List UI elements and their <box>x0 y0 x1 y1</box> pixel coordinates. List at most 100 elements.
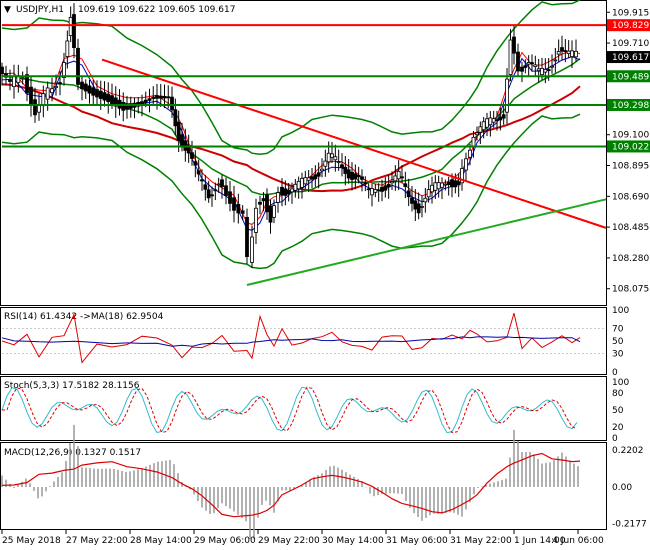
candle-body <box>296 180 301 190</box>
candle-body <box>380 186 384 192</box>
candle-body <box>33 99 37 116</box>
rsi-tick-label: 50 <box>612 337 624 347</box>
candle-body <box>530 62 534 64</box>
rsi-panel-frame <box>0 307 607 375</box>
macd-panel-frame <box>0 442 607 530</box>
y-tick-label: 108.485 <box>612 223 649 233</box>
stoch-panel-frame <box>0 376 607 441</box>
candle-body <box>353 173 358 180</box>
candle-body <box>540 68 544 76</box>
candle-body <box>556 51 561 55</box>
trendline-down <box>101 58 607 229</box>
envelope-upper <box>1 0 581 156</box>
candle-body <box>29 86 33 106</box>
candle-body <box>330 153 334 158</box>
candle-body <box>155 95 159 99</box>
candle-body <box>203 184 208 190</box>
candle-body <box>343 166 348 174</box>
level-tag <box>607 70 650 83</box>
current-price-label: 109.617 <box>612 53 649 63</box>
candle-body <box>460 168 464 184</box>
candle-body <box>236 203 241 214</box>
candle-body <box>516 51 520 72</box>
candle-body <box>468 149 472 158</box>
candle-body <box>76 47 80 85</box>
candle-body <box>62 62 66 79</box>
candle-body <box>520 66 524 72</box>
candle-body <box>560 47 564 52</box>
level-tag-label: 109.489 <box>612 72 649 82</box>
x-tick-label: 4 Jun 06:00 <box>552 536 604 546</box>
candle-body <box>446 181 451 186</box>
candle-body <box>313 174 318 180</box>
time-axis: 25 May 2018 27 May 22:00 28 May 14:00 29 Ma… <box>1 530 604 546</box>
rsi-tick-label: 70 <box>612 325 624 335</box>
candle-body <box>566 50 571 54</box>
stoch-tick-label: 100 <box>612 378 629 388</box>
stoch-signal-line <box>2 386 578 434</box>
stoch-main-line <box>1 386 578 434</box>
candle-body <box>272 205 276 218</box>
candle-body <box>140 101 144 105</box>
stoch-tick-label: 50 <box>612 406 624 416</box>
candle-body <box>250 236 254 263</box>
rsi-plot: 100 70 50 30 0 <box>1 306 629 378</box>
x-tick-label: 25 May 2018 <box>2 536 61 546</box>
candle-body <box>393 175 398 182</box>
candle-body <box>570 50 574 57</box>
rsi-tick-label: 0 <box>612 368 618 378</box>
candle-body <box>176 121 181 141</box>
candle-body <box>333 156 338 161</box>
candle-body <box>316 172 321 177</box>
candle-body <box>240 210 245 214</box>
candle-body <box>512 36 516 54</box>
candle-body <box>360 176 364 180</box>
candle-body <box>95 89 99 98</box>
rsi-tick-label: 30 <box>612 349 624 359</box>
candle-body <box>505 78 509 113</box>
candle-body <box>553 59 558 62</box>
candle-body <box>471 136 476 147</box>
ma-fast-blue-line <box>1 56 581 231</box>
candle-body <box>206 189 211 199</box>
candle-body <box>245 216 249 257</box>
candle-body <box>83 83 88 92</box>
candle-body <box>523 65 528 68</box>
candle-body <box>25 74 29 94</box>
candle-body <box>121 102 126 111</box>
candle-body <box>300 178 304 188</box>
candle-body <box>495 119 499 122</box>
candle-body <box>443 183 448 186</box>
candle-body <box>464 158 468 171</box>
candle-body <box>58 82 62 85</box>
candle-body <box>350 171 354 180</box>
candle-body <box>261 198 266 202</box>
candle-body <box>147 98 152 101</box>
candle-body <box>45 87 50 100</box>
candle-body <box>346 169 351 179</box>
macd-tick-label: -0.2177 <box>612 520 647 530</box>
candle-body <box>574 50 578 58</box>
candle-body <box>363 182 368 185</box>
candle-body <box>200 179 204 182</box>
candle-body <box>413 200 418 210</box>
candle-body <box>356 174 361 178</box>
macd-tick-label: 0.2202 <box>612 446 644 456</box>
candle-body <box>196 170 201 175</box>
candle-body <box>508 39 513 76</box>
candle-body <box>0 66 4 75</box>
candle-body <box>173 109 178 127</box>
candle-body <box>293 183 298 191</box>
x-tick-label: 29 May 22:00 <box>258 536 320 546</box>
candle-body <box>110 95 114 105</box>
candle-body <box>41 93 46 107</box>
candle-body <box>386 183 391 188</box>
candle-body <box>50 88 54 94</box>
candle-body <box>488 117 493 126</box>
rsi-tick-label: 100 <box>612 306 629 316</box>
candle-body <box>310 176 314 180</box>
stoch-tick-label: 20 <box>612 423 624 433</box>
candle-body <box>180 134 184 147</box>
candle-body <box>400 176 404 179</box>
trendline-up <box>246 198 607 286</box>
